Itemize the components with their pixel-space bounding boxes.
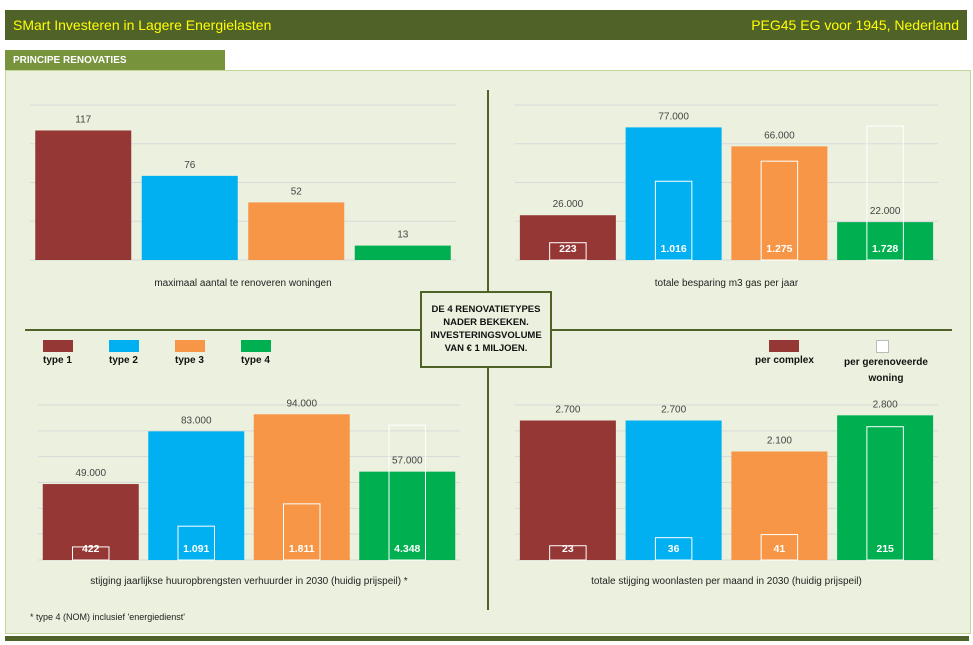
- chart3-woning-label-2: 1.091: [183, 543, 209, 555]
- chart4-woning-bar-2: [654, 537, 693, 561]
- header-title-left: SMart Investeren in Lagere Energielasten: [13, 17, 272, 33]
- chart3-woning-bar-4: [388, 424, 426, 561]
- chart1-value-label-1: 117: [75, 114, 91, 125]
- chart4-value-label-2: 2.700: [661, 405, 686, 416]
- chart4-bar-2: [625, 420, 722, 560]
- chart1-xlabel: maximaal aantal te renoveren woningen: [154, 278, 331, 289]
- chart2-xlabel: totale besparing m3 gas per jaar: [655, 278, 799, 289]
- chart1-value-label-2: 76: [184, 160, 196, 171]
- legend-label-type-1: type 1: [43, 355, 72, 366]
- chart3-bar-3: [253, 414, 350, 560]
- chart3-woning-bar-2: [177, 525, 215, 561]
- legend-label-per-complex: per complex: [755, 355, 814, 366]
- footer-bar: [5, 636, 969, 641]
- center-info-line-1: DE 4 RENOVATIETYPES: [431, 304, 541, 315]
- legend-swatch-type-3: [175, 340, 205, 352]
- chart4-bar-1: [519, 420, 616, 560]
- chart2-woning-bar-2: [654, 180, 693, 261]
- chart3-value-label-2: 83.000: [181, 415, 212, 426]
- chart4-woning-bar-4: [866, 426, 904, 561]
- chart2-bar-3: [731, 146, 828, 260]
- chart1-value-label-3: 52: [291, 186, 303, 197]
- chart4-xlabel: totale stijging woonlasten per maand in …: [591, 576, 862, 587]
- header-title-right: PEG45 EG voor 1945, Nederland: [751, 17, 959, 33]
- chart3-xlabel: stijging jaarlijkse huuropbrengsten verh…: [90, 576, 408, 587]
- chart3-value-label-4: 57.000: [392, 456, 423, 467]
- chart4-woning-label-4: 215: [876, 543, 894, 555]
- chart3-bar-2: [148, 431, 245, 560]
- chart3-value-label-3: 94.000: [286, 398, 317, 409]
- chart2-value-label-4: 22.000: [870, 206, 901, 217]
- legend-label-per-woning-line1: per gerenoveerde: [844, 357, 928, 368]
- chart2-woning-label-4: 1.728: [872, 243, 898, 255]
- legend-label-type-4: type 4: [241, 355, 270, 366]
- legend-swatch-per-woning: [876, 340, 889, 353]
- chart2-bar-4: [837, 222, 934, 260]
- legend-swatch-type-1: [43, 340, 73, 352]
- chart4-bar-3: [731, 451, 828, 560]
- chart3-woning-label-3: 1.811: [289, 543, 315, 555]
- chart2-value-label-1: 26.000: [553, 199, 584, 210]
- section-tab-label: PRINCIPE RENOVATIES: [13, 55, 127, 66]
- legend-swatch-type-4: [241, 340, 271, 352]
- chart1-bar-3: [248, 202, 345, 260]
- chart3-woning-bar-3: [283, 503, 321, 561]
- chart2-value-label-2: 77.000: [658, 111, 689, 122]
- legend-swatch-type-2: [109, 340, 139, 352]
- chart1-value-label-4: 13: [397, 230, 409, 241]
- chart4-value-label-4: 2.800: [873, 399, 898, 410]
- chart2-woning-bar-3: [760, 160, 799, 261]
- chart3-value-label-1: 49.000: [75, 468, 106, 479]
- chart3-woning-bar-1: [72, 546, 110, 561]
- legend-label-per-woning: per gerenoveerde woning: [842, 355, 930, 387]
- chart4-woning-label-3: 41: [774, 543, 786, 555]
- legend-label-type-2: type 2: [109, 355, 138, 366]
- chart4-bar-4: [837, 415, 934, 560]
- chart4-value-label-3: 2.100: [767, 436, 792, 447]
- chart2-woning-label-3: 1.275: [766, 243, 792, 255]
- chart4-woning-label-2: 36: [668, 543, 680, 555]
- app-header: SMart Investeren in Lagere Energielasten…: [5, 10, 967, 40]
- chart4-woning-label-1: 23: [562, 543, 574, 555]
- chart1-bar-1: [35, 130, 132, 260]
- chart2-woning-bar-4: [866, 125, 904, 261]
- chart3-woning-label-4: 4.348: [394, 543, 420, 555]
- legend-swatch-per-complex: [769, 340, 799, 352]
- chart4-woning-bar-1: [549, 545, 587, 561]
- chart1-bar-4: [354, 245, 451, 260]
- chart4-value-label-1: 2.700: [555, 405, 580, 416]
- center-info-line-4: VAN € 1 MILJOEN.: [444, 343, 528, 354]
- center-info-line-3: INVESTERINGSVOLUME: [430, 330, 542, 341]
- chart3-bar-4: [359, 471, 456, 560]
- chart2-bar-1: [519, 215, 616, 260]
- chart4-woning-bar-3: [760, 534, 799, 561]
- chart-area: 117 76 52 13 maximaal aantal te renoveren wo…: [30, 104, 938, 587]
- chart2-woning-bar-1: [549, 242, 587, 261]
- chart2-woning-label-1: 223: [559, 243, 577, 255]
- chart2-woning-label-2: 1.016: [660, 243, 686, 255]
- chart2-bar-2: [625, 127, 722, 260]
- center-info-box: DE 4 RENOVATIETYPES NADER BEKEKEN. INVES…: [420, 291, 552, 368]
- chart1-bar-2: [141, 175, 238, 260]
- center-info-line-2: NADER BEKEKEN.: [443, 317, 529, 328]
- chart3-woning-label-1: 422: [82, 543, 100, 555]
- legend-label-per-woning-line2: woning: [868, 373, 904, 384]
- footnote: * type 4 (NOM) inclusief 'energiedienst': [30, 612, 186, 622]
- legend-label-type-3: type 3: [175, 355, 204, 366]
- section-tab: PRINCIPE RENOVATIES: [5, 50, 225, 70]
- chart2-value-label-3: 66.000: [764, 130, 795, 141]
